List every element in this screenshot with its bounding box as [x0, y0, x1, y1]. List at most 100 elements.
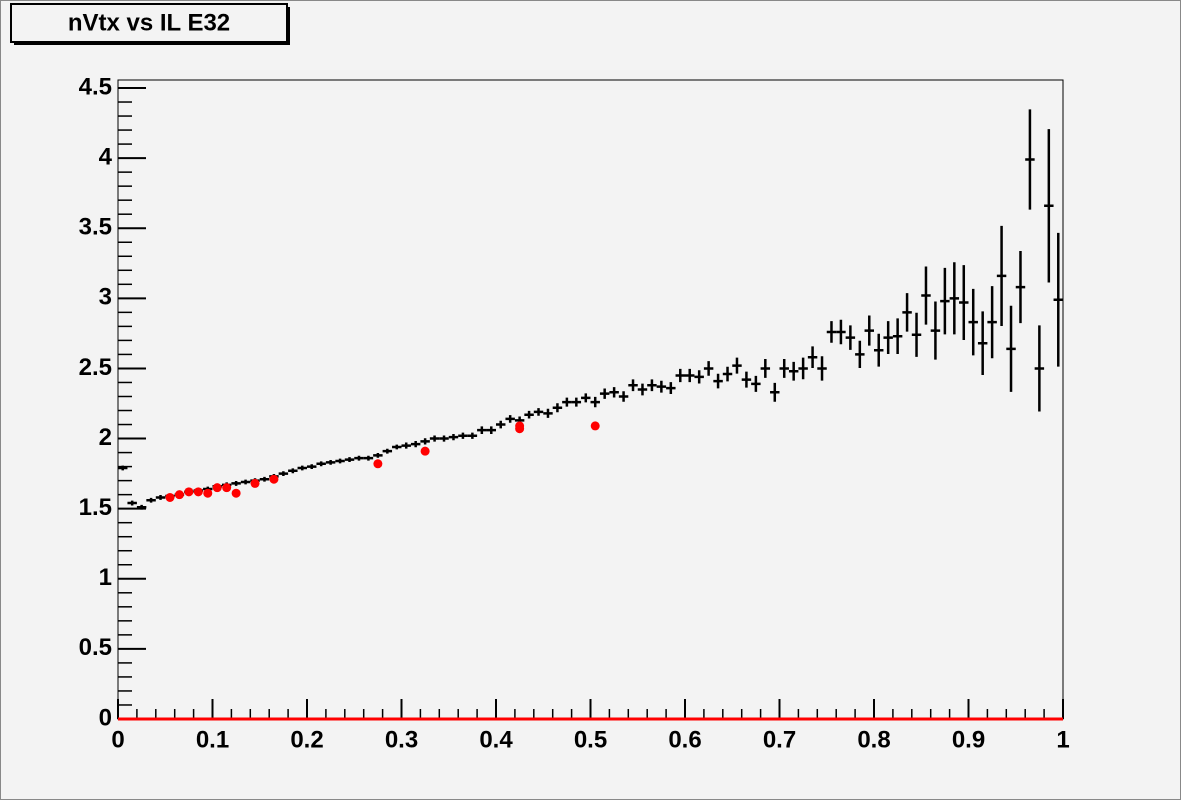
- error-point: [118, 465, 128, 471]
- error-point: [288, 468, 298, 474]
- error-point: [883, 321, 893, 355]
- point: [373, 459, 383, 469]
- error-point: [826, 321, 837, 343]
- y-tick-label: 1.5: [79, 494, 112, 521]
- point: [231, 488, 241, 498]
- y-tick-label: 2.5: [79, 354, 112, 381]
- error-point: [977, 311, 988, 376]
- x-tick-label: 0.2: [290, 726, 323, 753]
- point: [222, 483, 232, 493]
- error-point: [354, 455, 364, 461]
- error-point: [590, 396, 600, 408]
- error-point: [703, 361, 714, 376]
- error-point: [410, 441, 421, 448]
- error-point: [127, 500, 137, 506]
- point: [269, 474, 279, 484]
- y-tick-label: 1: [99, 564, 112, 591]
- error-point: [325, 459, 336, 465]
- error-point: [1044, 129, 1054, 283]
- error-point: [231, 481, 241, 486]
- error-point: [996, 225, 1007, 326]
- error-point: [874, 333, 884, 367]
- error-point: [779, 359, 789, 378]
- error-point: [486, 426, 496, 434]
- error-point: [656, 380, 667, 393]
- error-point: [618, 391, 629, 402]
- x-tick-label: 1: [1056, 726, 1069, 753]
- error-point: [363, 455, 374, 461]
- error-point: [477, 426, 487, 434]
- error-point: [694, 370, 704, 384]
- error-point: [949, 262, 960, 335]
- x-tick-label: 0.6: [668, 726, 701, 753]
- error-point: [278, 471, 289, 477]
- point: [250, 478, 260, 488]
- error-point: [609, 387, 619, 398]
- error-point: [146, 497, 156, 503]
- error-point: [647, 379, 657, 392]
- error-point: [987, 286, 997, 359]
- error-point: [892, 318, 903, 355]
- error-point: [401, 442, 411, 449]
- x-tick-label: 0.1: [196, 726, 229, 753]
- error-point: [581, 393, 591, 403]
- error-point: [770, 382, 780, 402]
- error-point: [968, 288, 978, 356]
- error-point: [458, 432, 468, 439]
- x-tick-label: 0.5: [574, 726, 607, 753]
- error-point: [760, 359, 771, 378]
- x-tick-label: 0.3: [385, 726, 418, 753]
- error-point: [959, 265, 969, 340]
- error-point: [524, 410, 534, 419]
- error-point: [1034, 325, 1045, 412]
- error-point: [136, 504, 147, 510]
- point: [203, 488, 213, 498]
- point: [193, 487, 203, 497]
- y-tick-label: 2: [99, 424, 112, 451]
- error-point: [259, 476, 270, 482]
- x-tick-label: 0: [111, 726, 124, 753]
- error-point: [373, 452, 383, 458]
- error-point: [732, 357, 742, 374]
- error-point: [533, 408, 544, 416]
- error-point: [713, 373, 723, 389]
- error-point: [467, 432, 478, 439]
- error-point: [817, 356, 827, 381]
- error-point: [1006, 305, 1016, 392]
- y-tick-label: 4: [99, 143, 113, 170]
- point: [174, 490, 184, 500]
- error-point: [666, 382, 676, 394]
- error-point: [722, 366, 733, 382]
- point: [212, 483, 222, 493]
- error-point: [429, 435, 440, 442]
- error-point: [807, 346, 818, 369]
- error-point: [307, 464, 317, 470]
- error-point: [297, 465, 307, 471]
- error-point: [855, 340, 865, 369]
- error-point: [448, 434, 459, 441]
- error-point: [1015, 251, 1026, 324]
- error-point: [675, 368, 685, 383]
- error-point: [1025, 109, 1035, 210]
- point: [165, 492, 175, 502]
- error-point: [344, 457, 355, 462]
- error-point: [788, 361, 799, 381]
- x-tick-label: 0.4: [479, 726, 513, 753]
- y-tick-label: 0: [99, 704, 112, 731]
- y-tick-label: 3.5: [79, 214, 112, 241]
- error-point: [240, 479, 251, 485]
- x-tick-label: 0.7: [763, 726, 796, 753]
- error-point: [845, 325, 856, 350]
- x-tick-label: 0.8: [857, 726, 890, 753]
- error-point: [382, 448, 393, 454]
- error-point: [496, 420, 506, 429]
- error-point: [420, 438, 430, 445]
- error-point: [1053, 232, 1063, 367]
- x-tick-label: 0.9: [952, 726, 985, 753]
- error-point: [902, 293, 912, 332]
- error-point: [552, 403, 563, 413]
- chart-title: nVtx vs IL E32: [68, 9, 230, 36]
- error-point: [155, 495, 166, 500]
